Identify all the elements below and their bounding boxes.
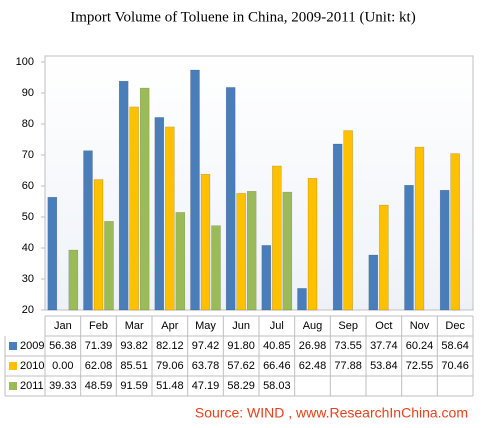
plot-wall <box>44 55 474 311</box>
table-cell: 91.80 <box>227 340 255 352</box>
table-cell: 48.59 <box>85 380 113 392</box>
bar <box>68 249 79 311</box>
bar <box>104 221 114 311</box>
bar <box>368 254 379 311</box>
bar <box>404 185 414 311</box>
x-tick-label: Aug <box>303 320 323 332</box>
bar <box>246 191 257 311</box>
table-cell: 47.19 <box>192 380 220 392</box>
bar <box>225 87 236 311</box>
table-cell: 62.08 <box>85 360 113 372</box>
table-cell: 66.46 <box>263 360 291 372</box>
bar <box>175 212 186 311</box>
y-tick-label: 70 <box>22 149 34 161</box>
table-cell: 37.74 <box>370 340 398 352</box>
table-cell: 85.51 <box>120 360 148 372</box>
bar <box>332 143 343 311</box>
y-tick-label: 100 <box>16 56 34 68</box>
table-cell: 56.38 <box>49 340 77 352</box>
table-cell: 71.39 <box>85 340 113 352</box>
bar <box>261 245 272 311</box>
y-tick-label: 90 <box>22 87 34 99</box>
legend-swatch <box>9 382 17 390</box>
table-cell: 40.85 <box>263 340 291 352</box>
bar <box>118 80 129 311</box>
bar <box>236 193 246 311</box>
table-cell: 70.46 <box>441 360 469 372</box>
table-cell: 72.55 <box>406 360 434 372</box>
x-tick-label: Jun <box>232 320 250 332</box>
table-cell: 63.78 <box>192 360 220 372</box>
table-cell: 58.03 <box>263 380 291 392</box>
table-cell: 39.33 <box>49 380 77 392</box>
bar <box>200 174 211 311</box>
bar <box>297 288 307 311</box>
bar <box>211 225 221 311</box>
bar <box>307 178 318 311</box>
x-tick-label: Nov <box>410 320 430 332</box>
bar <box>379 204 389 311</box>
table-cell: 51.48 <box>156 380 184 392</box>
bar <box>414 146 425 311</box>
table-cell: 73.55 <box>334 340 362 352</box>
bar <box>129 106 139 311</box>
table-cell: 97.42 <box>192 340 220 352</box>
y-tick-label: 80 <box>22 118 34 130</box>
bar <box>190 69 200 311</box>
y-tick-label: 30 <box>22 273 34 285</box>
x-tick-label: Dec <box>445 320 465 332</box>
y-tick-label: 60 <box>22 180 34 192</box>
legend-swatch <box>9 362 17 370</box>
table-cell: 26.98 <box>299 340 327 352</box>
bar <box>165 126 175 311</box>
legend-label: 2009 <box>20 340 44 352</box>
table-cell: 79.06 <box>156 360 184 372</box>
chart-title: Import Volume of Toluene in China, 2009-… <box>70 9 415 25</box>
y-tick-label: 50 <box>22 211 34 223</box>
x-tick-label: Feb <box>89 320 108 332</box>
x-tick-label: Jan <box>54 320 72 332</box>
table-cell: 62.48 <box>299 360 327 372</box>
legend-swatch <box>9 342 17 350</box>
table-cell: 57.62 <box>227 360 255 372</box>
table-cell: 53.84 <box>370 360 398 372</box>
bar <box>83 150 93 311</box>
bar <box>450 153 460 311</box>
bar <box>439 189 450 311</box>
table-cell: 58.64 <box>441 340 469 352</box>
bar <box>93 179 104 311</box>
table-cell: 0.00 <box>52 360 73 372</box>
bar <box>154 117 165 311</box>
bar <box>47 196 58 311</box>
source: Source: WIND , www.ResearchInChina.com <box>195 405 468 421</box>
legend-label: 2011 <box>20 380 44 392</box>
bar <box>282 191 293 311</box>
y-tick-label: 20 <box>22 304 34 316</box>
table-cell: 77.88 <box>334 360 362 372</box>
x-tick-label: Apr <box>161 320 178 332</box>
x-tick-label: Oct <box>375 320 392 332</box>
bar <box>272 165 282 311</box>
x-tick-label: Sep <box>338 320 358 332</box>
y-tick-label: 40 <box>22 242 34 254</box>
table-cell: 60.24 <box>406 340 434 352</box>
x-tick-label: May <box>195 320 216 332</box>
x-tick-label: Jul <box>270 320 284 332</box>
table-cell: 82.12 <box>156 340 184 352</box>
legend-label: 2010 <box>20 360 44 372</box>
x-tick-label: Mar <box>125 320 144 332</box>
table-cell: 93.82 <box>120 340 148 352</box>
table-cell: 58.29 <box>227 380 255 392</box>
table-cell: 91.59 <box>120 380 148 392</box>
bar <box>139 87 150 311</box>
bar <box>343 130 353 311</box>
